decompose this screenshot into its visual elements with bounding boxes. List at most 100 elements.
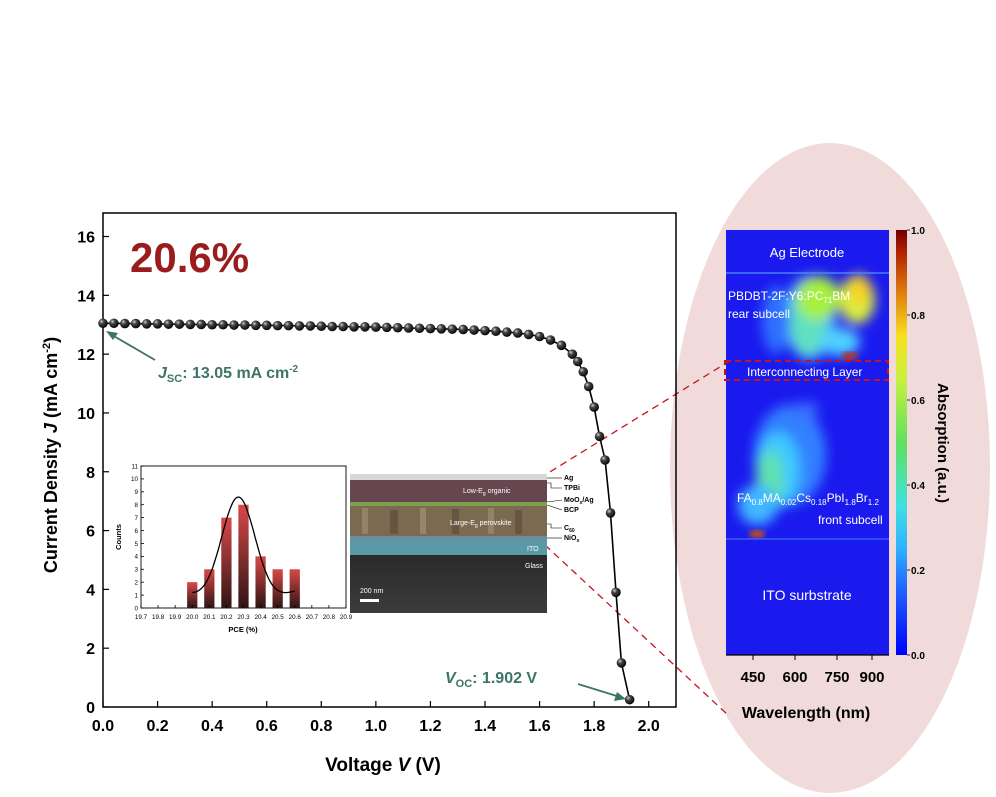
voc-label: VOC: 1.902 V bbox=[445, 670, 537, 690]
heatmap-x-label: Wavelength (nm) bbox=[742, 705, 870, 722]
zoom-line-top bbox=[539, 361, 729, 479]
jv-data-point bbox=[502, 327, 512, 337]
histogram-y-tick-label: 8 bbox=[134, 502, 138, 509]
jv-y-tick-label: 16 bbox=[77, 230, 95, 247]
jv-data-point bbox=[240, 320, 250, 330]
jv-data-point bbox=[196, 319, 207, 330]
jv-x-axis-label: Voltage V (V) bbox=[325, 755, 441, 776]
jv-data-point bbox=[229, 320, 239, 330]
jv-data-point bbox=[605, 508, 616, 518]
efficiency-label: 20.6% bbox=[130, 234, 249, 281]
jv-y-tick-label: 0 bbox=[86, 700, 95, 717]
colorbar-label: Absorption (a.u.) bbox=[934, 383, 951, 503]
jv-data-point bbox=[616, 658, 627, 668]
sem-callout-ag: Ag bbox=[564, 475, 573, 482]
jv-data-point bbox=[174, 319, 185, 329]
histogram-x-tick-label: 20.9 bbox=[340, 614, 353, 621]
jv-data-point bbox=[556, 340, 567, 351]
histogram-y-tick-label: 10 bbox=[131, 476, 139, 483]
jv-x-tick-label: 1.6 bbox=[528, 718, 550, 735]
jv-data-point bbox=[349, 321, 359, 332]
jv-data-point bbox=[371, 322, 381, 332]
jv-data-point bbox=[600, 455, 610, 465]
histogram-y-tick-label: 4 bbox=[134, 554, 138, 561]
histogram-y-tick-label: 5 bbox=[134, 541, 138, 548]
sem-ito-label: ITO bbox=[527, 546, 539, 553]
colorbar-tick-label: 0.0 bbox=[911, 651, 925, 662]
sem-callout-tpbi: TPBi bbox=[564, 485, 580, 492]
jv-data-point bbox=[512, 328, 523, 338]
sem-callout-bcp: BCP bbox=[564, 507, 579, 514]
jv-y-tick-label: 8 bbox=[86, 465, 95, 482]
histogram-bar bbox=[272, 569, 283, 608]
histogram-x-tick-label: 20.3 bbox=[237, 614, 250, 621]
jv-x-tick-label: 0.2 bbox=[146, 718, 168, 735]
histogram-x-tick-label: 20.7 bbox=[306, 614, 319, 621]
jv-x-tick-label: 2.0 bbox=[638, 718, 660, 735]
histogram-x-tick-label: 20.5 bbox=[272, 614, 285, 621]
jv-x-tick-label: 0.0 bbox=[92, 718, 114, 735]
jv-data-point bbox=[272, 320, 283, 331]
sem-organic-label: Low-Eg organic bbox=[463, 488, 511, 497]
jv-data-point bbox=[534, 331, 545, 342]
jv-data-point bbox=[338, 321, 348, 332]
sem-perovskite-label: Large-Eg perovskite bbox=[450, 520, 512, 529]
jv-data-point bbox=[218, 319, 228, 330]
jv-x-tick-label: 1.8 bbox=[583, 718, 605, 735]
heatmap-x-tick-label: 900 bbox=[859, 669, 884, 686]
histogram-y-tick-label: 3 bbox=[134, 567, 138, 574]
histogram-x-tick-label: 20.1 bbox=[203, 614, 216, 621]
histogram-y-tick-label: 2 bbox=[134, 579, 138, 586]
histogram-y-tick-label: 1 bbox=[134, 592, 138, 599]
jv-data-point bbox=[207, 319, 217, 330]
histogram-bar bbox=[289, 569, 300, 608]
jv-data-point bbox=[523, 329, 534, 340]
jv-data-point bbox=[491, 326, 501, 337]
sem-callout-moox: MoOx/Ag bbox=[564, 497, 594, 506]
colorbar-tick-label: 1.0 bbox=[911, 226, 925, 237]
jv-data-point bbox=[611, 587, 621, 598]
jv-data-point bbox=[447, 324, 458, 334]
jv-x-tick-label: 0.8 bbox=[310, 718, 332, 735]
jv-data-point bbox=[283, 320, 294, 331]
jv-data-point bbox=[141, 319, 152, 329]
histogram-y-label: Counts bbox=[114, 524, 123, 550]
jv-data-point bbox=[316, 321, 327, 332]
jv-data-point bbox=[458, 324, 468, 335]
layer-rear-material: PBDBT-2F:Y6:PC71BM bbox=[728, 289, 850, 305]
histogram-bar bbox=[204, 569, 215, 608]
layer-ito-substrate: ITO surbstrate bbox=[762, 587, 851, 603]
histogram-y-tick-label: 6 bbox=[134, 528, 138, 535]
jv-y-tick-label: 4 bbox=[86, 582, 95, 599]
histogram-y-tick-label: 9 bbox=[134, 489, 138, 496]
heatmap-x-tick-label: 600 bbox=[782, 669, 807, 686]
histogram-x-ticks: 19.7 19.8 19.9 20.0 20.1 20.2 20.3 20.4 20.5 20.6… bbox=[135, 605, 353, 621]
histogram-bar bbox=[255, 556, 266, 608]
sem-cross-section: 200 nm Low-Eg organic Large-Eg perovskit… bbox=[350, 474, 594, 613]
jv-data-point bbox=[163, 319, 174, 329]
histogram-x-tick-label: 19.8 bbox=[152, 614, 165, 621]
zoom-line-bottom bbox=[544, 544, 729, 716]
jv-data-point bbox=[381, 322, 392, 333]
pce-histogram-inset: 19.7 19.8 19.9 20.0 20.1 20.2 20.3 20.4 20.5 20.6… bbox=[114, 463, 353, 634]
jv-data-point bbox=[578, 366, 589, 377]
jv-plot-frame bbox=[102, 212, 677, 708]
jv-y-axis-label: Current Density J (mA cm-2) bbox=[41, 337, 61, 573]
histogram-x-label: PCE (%) bbox=[228, 625, 258, 634]
histogram-x-tick-label: 20.4 bbox=[254, 614, 267, 621]
jv-data-point bbox=[403, 323, 414, 333]
colorbar-tick-label: 0.6 bbox=[911, 396, 925, 407]
sem-callout-niox: NiOx bbox=[564, 535, 579, 544]
histogram-y-tick-label: 0 bbox=[134, 605, 138, 612]
heatmap-x-tick-label: 450 bbox=[740, 669, 765, 686]
histogram-x-tick-label: 20.8 bbox=[323, 614, 336, 621]
jv-x-tick-label: 1.4 bbox=[474, 718, 496, 735]
jv-data-point bbox=[360, 321, 370, 332]
layer-ag-electrode: Ag Electrode bbox=[770, 245, 844, 260]
histogram-bar bbox=[238, 504, 249, 608]
histogram-x-tick-label: 19.7 bbox=[135, 614, 148, 621]
colorbar bbox=[896, 230, 907, 655]
heatmap-x-ticks: 450 600 750 900 bbox=[740, 655, 885, 686]
histogram-bar bbox=[221, 517, 232, 608]
